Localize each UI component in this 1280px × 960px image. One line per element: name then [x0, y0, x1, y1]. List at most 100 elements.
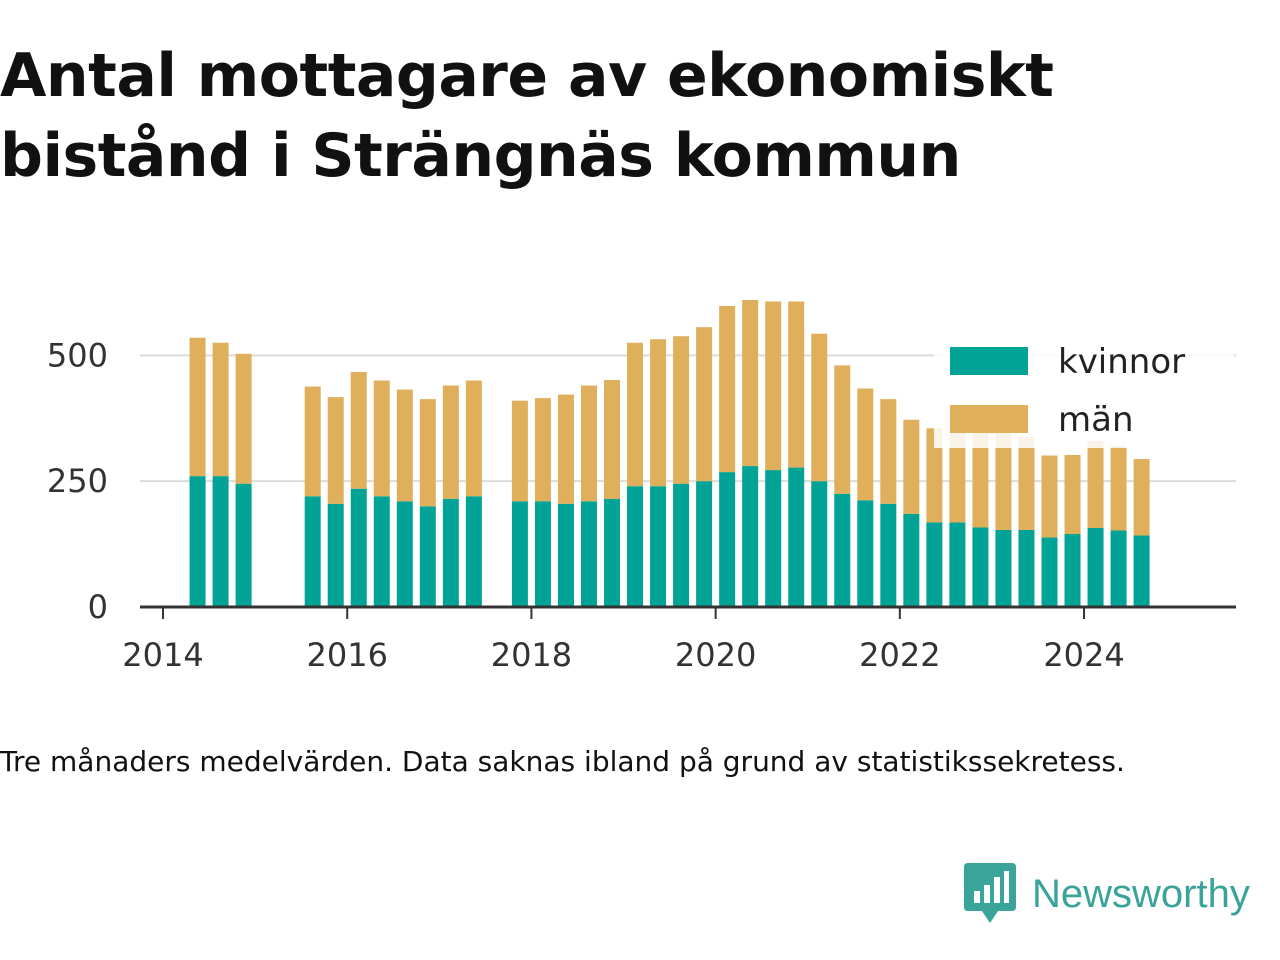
- legend: kvinnor män: [934, 336, 1234, 448]
- bar-man-23: [788, 301, 805, 468]
- bar-kvinnor-23: [788, 467, 805, 607]
- y-tick-label: 250: [47, 462, 108, 500]
- bar-man-6: [373, 380, 390, 497]
- bar-kvinnor-9: [442, 498, 459, 607]
- bar-kvinnor-36: [1087, 527, 1104, 607]
- bar-man-37: [1110, 445, 1127, 531]
- bar-kvinnor-38: [1133, 535, 1150, 607]
- bar-man-24: [811, 333, 828, 482]
- brand-name: Newsworthy: [1032, 871, 1250, 916]
- bar-kvinnor-28: [903, 513, 920, 607]
- bar-kvinnor-32: [995, 529, 1012, 607]
- bar-kvinnor-7: [396, 501, 413, 607]
- bar-kvinnor-0: [189, 476, 206, 607]
- x-tick-label: 2024: [1043, 636, 1124, 674]
- bar-kvinnor-37: [1110, 530, 1127, 607]
- bar-man-14: [580, 385, 597, 502]
- x-tick-label: 2016: [307, 636, 388, 674]
- bar-kvinnor-12: [534, 501, 551, 607]
- x-tick-label: 2022: [859, 636, 940, 674]
- bar-man-38: [1133, 459, 1150, 536]
- bar-man-13: [557, 394, 574, 504]
- bar-man-27: [880, 399, 897, 504]
- bar-man-31: [972, 430, 989, 528]
- bar-kvinnor-17: [650, 486, 667, 607]
- bar-man-12: [534, 398, 551, 502]
- x-axis: 2014 2016 2018 2020 2022 2024: [122, 605, 1236, 674]
- bar-kvinnor-21: [742, 466, 759, 607]
- bar-kvinnor-30: [949, 522, 966, 607]
- bar-man-20: [719, 306, 736, 473]
- bar-kvinnor-2: [235, 483, 252, 607]
- bar-man-9: [442, 385, 459, 499]
- bar-kvinnor-8: [419, 506, 436, 607]
- bar-kvinnor-13: [557, 503, 574, 607]
- bar-kvinnor-1: [212, 476, 229, 607]
- bar-kvinnor-11: [511, 501, 528, 607]
- footnote: Tre månaders medelvärden. Data saknas ib…: [0, 745, 1125, 778]
- bar-kvinnor-16: [627, 486, 644, 607]
- bar-man-4: [327, 397, 344, 504]
- bar-kvinnor-20: [719, 472, 736, 607]
- bar-man-26: [857, 388, 874, 501]
- bar-kvinnor-34: [1041, 537, 1058, 607]
- bar-man-30: [949, 429, 966, 523]
- bar-man-33: [1018, 436, 1035, 530]
- bar-chart: 0 250 500 2014 2016 2018 2020 2022 2024 kvinnor…: [47, 300, 1236, 674]
- legend-swatch-1: [950, 405, 1028, 433]
- chart-title: Antal mottagare av ekonomiskt bistånd i …: [0, 41, 1054, 191]
- bar-kvinnor-35: [1064, 534, 1081, 607]
- legend-label-1: män: [1058, 400, 1134, 440]
- bar-man-22: [765, 301, 782, 471]
- bar-man-36: [1087, 440, 1104, 528]
- x-tick-label: 2020: [675, 636, 756, 674]
- legend-swatch-0: [950, 347, 1028, 375]
- bar-man-8: [419, 399, 436, 507]
- legend-label-0: kvinnor: [1058, 342, 1185, 382]
- bar-man-34: [1041, 455, 1058, 538]
- bar-kvinnor-15: [604, 498, 621, 607]
- y-axis-ticks: 0 250 500: [47, 336, 108, 626]
- bar-kvinnor-31: [972, 527, 989, 607]
- bar-man-15: [604, 379, 621, 499]
- bar-man-1: [212, 342, 229, 477]
- bar-man-21: [742, 300, 759, 467]
- bar-man-32: [995, 432, 1012, 530]
- bar-man-35: [1064, 454, 1081, 535]
- bar-man-10: [465, 380, 482, 497]
- bar-man-3: [304, 386, 321, 497]
- bar-man-28: [903, 419, 920, 514]
- bar-kvinnor-4: [327, 503, 344, 607]
- newsworthy-logo-icon: [964, 863, 1016, 923]
- bar-kvinnor-27: [880, 503, 897, 607]
- bar-kvinnor-33: [1018, 529, 1035, 607]
- bar-series: [189, 300, 1150, 607]
- y-tick-label: 0: [88, 588, 108, 626]
- bar-kvinnor-3: [304, 496, 321, 607]
- bar-kvinnor-10: [465, 496, 482, 607]
- bar-man-29: [926, 428, 943, 523]
- bar-kvinnor-25: [834, 493, 851, 607]
- bar-man-11: [511, 400, 528, 502]
- y-tick-label: 500: [47, 336, 108, 374]
- bar-kvinnor-19: [696, 481, 713, 607]
- bar-kvinnor-29: [926, 522, 943, 607]
- x-tick-label: 2018: [491, 636, 572, 674]
- bar-kvinnor-18: [673, 483, 690, 607]
- bar-man-25: [834, 365, 851, 494]
- x-tick-label: 2014: [122, 636, 203, 674]
- bar-man-16: [627, 342, 644, 487]
- bar-kvinnor-26: [857, 500, 874, 607]
- bar-kvinnor-22: [765, 470, 782, 607]
- bar-man-18: [673, 336, 690, 484]
- brand-logo[interactable]: Newsworthy: [964, 862, 1250, 926]
- bar-man-2: [235, 353, 252, 484]
- bar-man-0: [189, 337, 206, 477]
- bar-kvinnor-5: [350, 488, 367, 607]
- bar-kvinnor-24: [811, 481, 828, 607]
- bar-kvinnor-6: [373, 496, 390, 607]
- bar-man-5: [350, 371, 367, 489]
- bar-man-19: [696, 327, 713, 482]
- bar-man-17: [650, 339, 667, 487]
- bar-man-7: [396, 389, 413, 502]
